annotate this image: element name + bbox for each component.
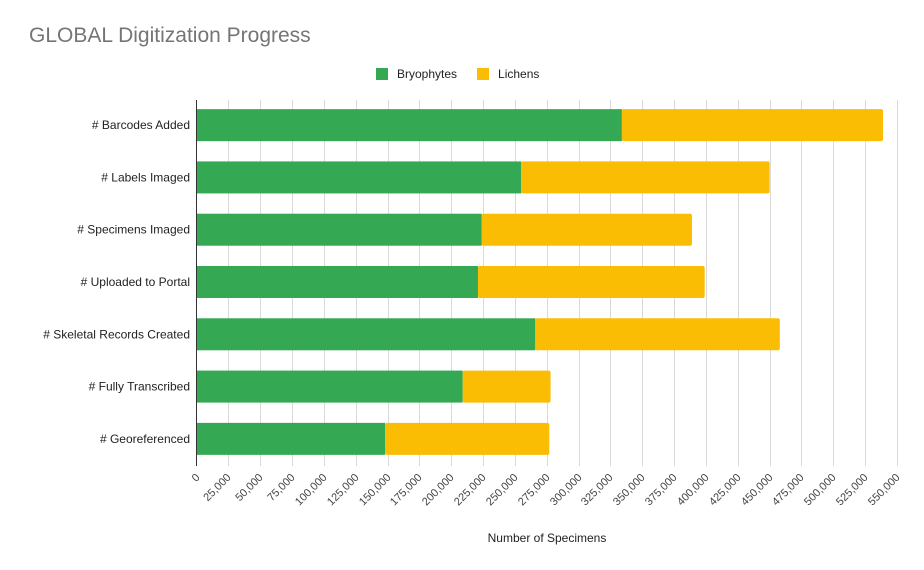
x-tick-label: 0 bbox=[190, 472, 203, 485]
x-tick-label: 175,000 bbox=[388, 472, 425, 509]
bar-lichens[interactable] bbox=[521, 161, 770, 194]
bar-lichens[interactable] bbox=[621, 109, 883, 142]
x-tick-label: 300,000 bbox=[548, 472, 585, 509]
x-tick-label: 225,000 bbox=[452, 472, 489, 509]
bar-bryophytes[interactable] bbox=[196, 370, 463, 403]
chart-title: GLOBAL Digitization Progress bbox=[29, 24, 311, 47]
bar-lichens[interactable] bbox=[462, 370, 551, 403]
bar-bryophytes[interactable] bbox=[196, 109, 622, 142]
legend-swatch-lichens bbox=[477, 68, 490, 80]
x-tick-label: 200,000 bbox=[420, 472, 457, 509]
x-tick-label: 525,000 bbox=[834, 472, 871, 509]
x-tick-label: 375,000 bbox=[643, 472, 680, 509]
bar-bryophytes[interactable] bbox=[196, 422, 385, 455]
x-tick-label: 25,000 bbox=[201, 472, 233, 504]
bars bbox=[196, 109, 883, 455]
x-tick-label: 400,000 bbox=[675, 472, 712, 509]
bar-lichens[interactable] bbox=[535, 318, 780, 351]
x-tick-label: 450,000 bbox=[739, 472, 776, 509]
bar-lichens[interactable] bbox=[384, 422, 550, 455]
bar-lichens[interactable] bbox=[481, 213, 692, 246]
x-tick-label: 350,000 bbox=[611, 472, 648, 509]
x-tick-label: 325,000 bbox=[579, 472, 616, 509]
bar-bryophytes[interactable] bbox=[196, 161, 522, 194]
bar-lichens[interactable] bbox=[477, 266, 705, 298]
x-tick-label: 550,000 bbox=[866, 472, 903, 509]
y-axis-labels: # Barcodes Added # Labels Imaged # Specime… bbox=[43, 118, 190, 446]
bar-bryophytes[interactable] bbox=[196, 266, 478, 298]
x-tick-label: 125,000 bbox=[325, 472, 362, 509]
y-category-label: # Barcodes Added bbox=[92, 118, 190, 132]
bar-bryophytes[interactable] bbox=[196, 318, 536, 351]
y-category-label: # Georeferenced bbox=[100, 432, 190, 446]
y-category-label: # Labels Imaged bbox=[101, 170, 190, 184]
x-tick-label: 500,000 bbox=[802, 472, 839, 509]
y-category-label: # Specimens Imaged bbox=[77, 223, 190, 237]
x-axis-title: Number of Specimens bbox=[488, 531, 607, 545]
bar-bryophytes[interactable] bbox=[196, 213, 482, 246]
x-axis-ticks: 025,000 50,000 75,000100,000125,000150,000… bbox=[190, 472, 903, 509]
legend-item-bryophytes[interactable]: Bryophytes bbox=[376, 67, 457, 81]
x-tick-label: 275,000 bbox=[516, 472, 553, 509]
legend-label-bryophytes: Bryophytes bbox=[397, 67, 458, 81]
x-tick-label: 150,000 bbox=[357, 472, 394, 509]
legend-item-lichens[interactable]: Lichens bbox=[477, 67, 539, 81]
x-tick-label: 50,000 bbox=[233, 472, 265, 504]
x-tick-label: 425,000 bbox=[707, 472, 744, 509]
y-category-label: # Uploaded to Portal bbox=[81, 275, 190, 289]
x-tick-label: 250,000 bbox=[484, 472, 521, 509]
y-category-label: # Fully Transcribed bbox=[89, 380, 190, 394]
x-tick-label: 475,000 bbox=[770, 472, 807, 509]
x-tick-label: 100,000 bbox=[293, 472, 330, 509]
legend-swatch-bryophytes bbox=[376, 68, 388, 80]
legend-label-lichens: Lichens bbox=[498, 67, 540, 81]
legend: Bryophytes Lichens bbox=[376, 67, 559, 81]
y-category-label: # Skeletal Records Created bbox=[43, 327, 190, 341]
